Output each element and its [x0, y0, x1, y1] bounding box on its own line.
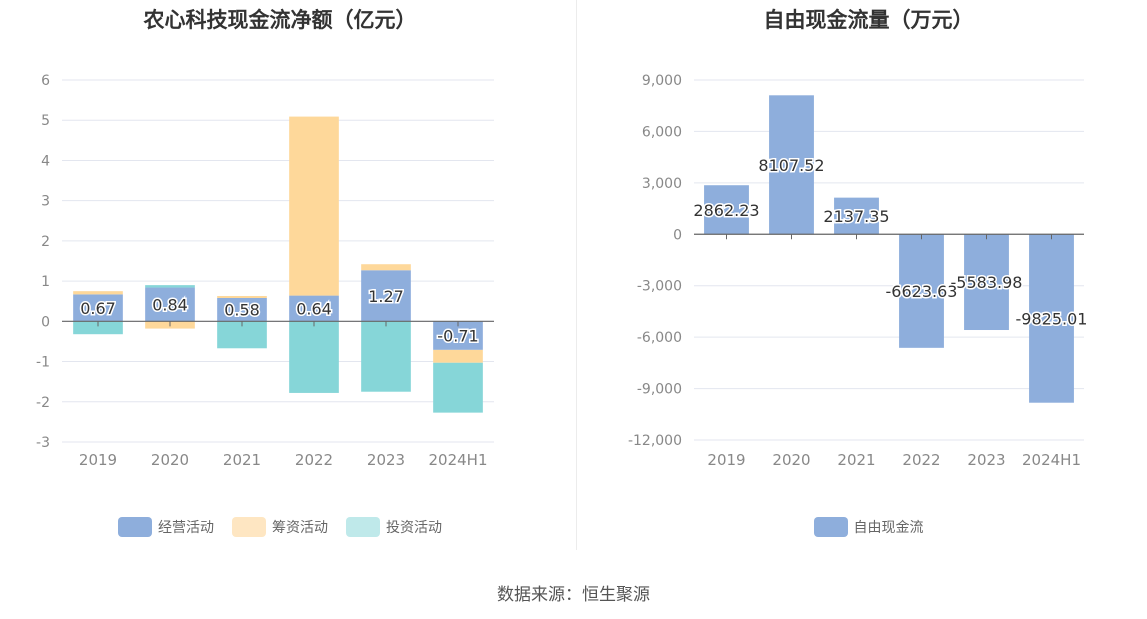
bar-自由现金流	[964, 234, 1009, 331]
bar-投资活动	[361, 321, 411, 392]
bar-经营活动	[73, 294, 123, 322]
y-tick-label: 4	[41, 153, 50, 169]
data-label: 0.64	[296, 299, 332, 318]
y-tick-label: 5	[41, 113, 50, 129]
x-tick-label: 2022	[295, 451, 333, 469]
legend: 经营活动 筹资活动 投资活动	[0, 517, 560, 537]
y-tick-label: -6,000	[637, 330, 682, 346]
bar-投资活动	[73, 321, 123, 335]
legend-item-financing[interactable]: 筹资活动	[232, 517, 328, 537]
data-label: 8107.52	[758, 156, 824, 175]
bar-自由现金流	[704, 185, 749, 235]
data-label: 1.27	[368, 287, 404, 306]
y-tick-label: 6	[41, 73, 50, 89]
x-tick-label: 2019	[707, 451, 745, 469]
legend-swatch-investing	[346, 517, 380, 537]
x-tick-label: 2024H1	[429, 451, 488, 469]
legend-item-free-cash[interactable]: 自由现金流	[813, 517, 924, 537]
bar-经营活动	[361, 270, 411, 322]
bar-筹资活动	[289, 116, 339, 296]
free-cash-flow-plot: 9,000 6,000 3,000 0 -3,000 -6,000 -9,000 -12,00…	[628, 73, 1089, 469]
x-tick-label: 2023	[367, 451, 405, 469]
data-source: 数据来源：恒生聚源	[497, 585, 650, 605]
legend-label-financing: 筹资活动	[272, 520, 328, 536]
bar-投资活动	[145, 285, 195, 288]
x-tick-label: 2021	[223, 451, 261, 469]
y-tick-label: 6,000	[642, 124, 682, 140]
y-tick-label: 0	[41, 314, 50, 330]
x-tick-label: 2019	[79, 451, 117, 469]
bar-投资活动	[433, 362, 483, 413]
data-label: 0.84	[152, 295, 188, 314]
x-tick-label: 2023	[967, 451, 1005, 469]
legend-swatch-operating	[118, 517, 152, 537]
y-tick-label: -1	[36, 355, 50, 371]
legend-swatch-free-cash	[813, 517, 848, 537]
cash-flow-net-chart: 农心科技现金流净额（亿元） 6 5 4 3 2 1 0 -1 -2 -3 2019 2020 2021 2…	[0, 0, 560, 560]
data-label: -9825.01	[1016, 310, 1088, 329]
panel-divider	[576, 0, 577, 550]
x-tick-label: 2021	[837, 451, 875, 469]
y-tick-label: 1	[41, 274, 50, 290]
y-tick-label: 2	[41, 234, 50, 250]
data-label: -6623.63	[886, 282, 958, 301]
x-tick-label: 2024H1	[1022, 451, 1081, 469]
bar-自由现金流	[899, 234, 944, 348]
data-label: -5583.98	[951, 273, 1023, 292]
legend-label-free-cash: 自由现金流	[853, 520, 924, 536]
y-tick-label: -3,000	[637, 279, 682, 295]
bar-经营活动	[289, 295, 339, 322]
chart-title: 自由现金流量（万元）	[763, 8, 974, 32]
legend-item-investing[interactable]: 投资活动	[346, 517, 442, 537]
cash-flow-net-plot: 6 5 4 3 2 1 0 -1 -2 -3 2019 2020 2021 2022 2023 2024H1 0…	[36, 73, 494, 469]
data-label: -0.71	[437, 327, 478, 346]
x-tick-label: 2022	[902, 451, 940, 469]
data-label: 2862.23	[693, 201, 759, 220]
bar-筹资活动	[217, 295, 267, 299]
free-cash-flow-chart: 自由现金流量（万元） 9,000 6,000 3,000 0 -3,000 -6,000 -…	[590, 0, 1147, 560]
bar-经营活动	[145, 287, 195, 322]
x-tick-label: 2020	[151, 451, 189, 469]
bar-筹资活动	[433, 349, 483, 363]
y-tick-label: 3	[41, 194, 50, 210]
bar-自由现金流	[1029, 234, 1074, 403]
y-tick-label: 3,000	[642, 176, 682, 192]
data-label: 2137.35	[823, 207, 889, 226]
y-tick-label: -9,000	[637, 382, 682, 398]
legend-label-investing: 投资活动	[386, 520, 442, 536]
bar-经营活动	[217, 298, 267, 322]
y-tick-label: -2	[36, 395, 50, 411]
bar-筹资活动	[361, 264, 411, 271]
y-tick-label: -3	[36, 435, 50, 451]
x-tick-label: 2020	[772, 451, 810, 469]
legend-swatch-financing	[232, 517, 266, 537]
legend: 自由现金流	[590, 517, 1147, 537]
data-label: 0.58	[224, 301, 260, 320]
y-tick-label: 9,000	[642, 73, 682, 89]
legend-item-operating[interactable]: 经营活动	[118, 517, 214, 537]
legend-label-operating: 经营活动	[158, 520, 214, 536]
bar-筹资活动	[73, 291, 123, 295]
bar-投资活动	[289, 321, 339, 393]
data-label: 0.67	[80, 299, 116, 318]
y-tick-label: -12,000	[628, 433, 682, 449]
chart-title: 农心科技现金流净额（亿元）	[143, 8, 417, 32]
y-tick-label: 0	[673, 227, 682, 243]
bar-自由现金流	[769, 95, 814, 235]
bar-自由现金流	[834, 197, 879, 235]
